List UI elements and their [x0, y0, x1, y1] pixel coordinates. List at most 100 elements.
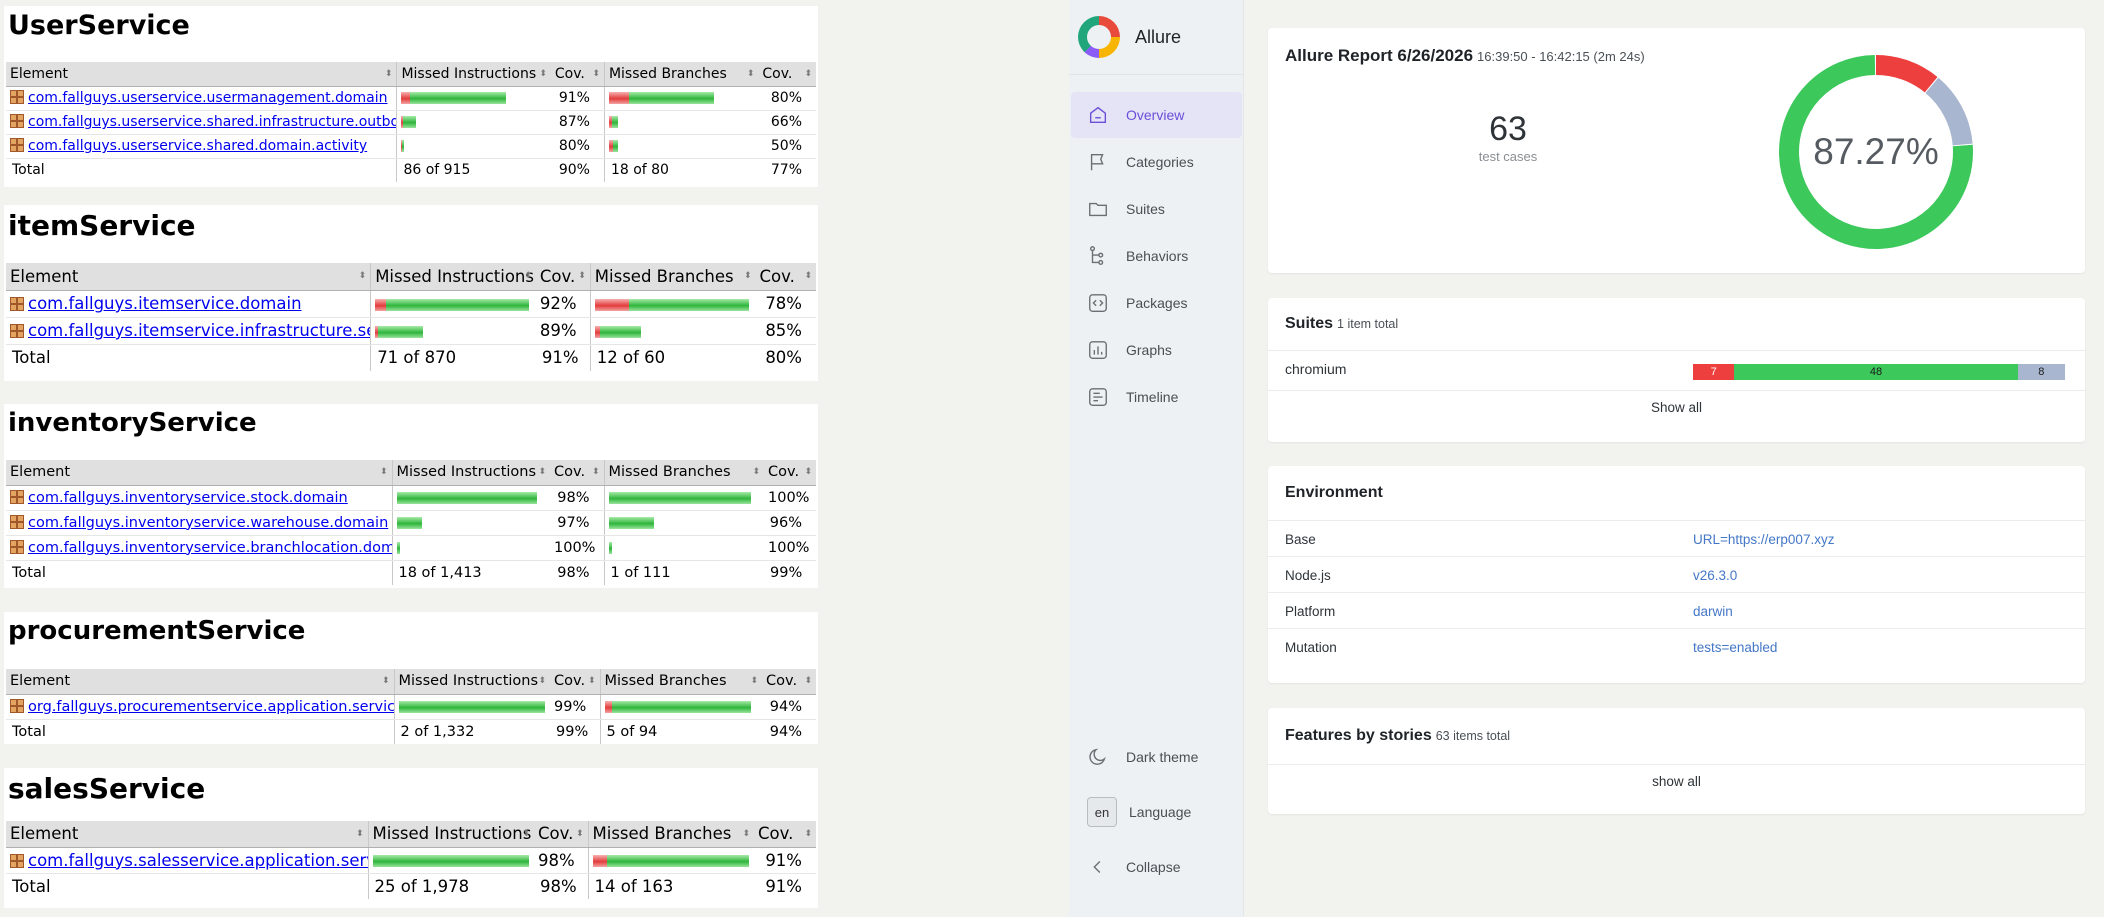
sort-icon: ⬍: [384, 68, 393, 79]
features-show-all[interactable]: show all: [1652, 774, 1701, 789]
sidebar-item-suites[interactable]: Suites: [1071, 186, 1242, 232]
col-header-instr-cov[interactable]: Cov. ⬍: [550, 62, 605, 87]
service-section-itemservice: itemService Element ⬍ Missed Instructions…: [4, 205, 818, 381]
donut-segment-skipped[interactable]: [1925, 77, 1973, 146]
package-link[interactable]: com.fallguys.userservice.usermanagement.…: [28, 90, 388, 106]
table-row: com.fallguys.userservice.usermanagement.…: [6, 86, 816, 111]
package-link[interactable]: com.fallguys.userservice.shared.domain.a…: [28, 138, 368, 154]
total-label: Total: [6, 157, 397, 182]
sidebar-item-label: Packages: [1126, 295, 1188, 311]
language-selector[interactable]: en Language: [1071, 785, 1243, 839]
total-label: Total: [6, 559, 392, 585]
coverage-bar: [398, 700, 545, 713]
suite-name[interactable]: chromium: [1285, 361, 1347, 377]
dark-theme-toggle[interactable]: Dark theme: [1071, 730, 1243, 784]
sidebar-item-behaviors[interactable]: Behaviors: [1071, 233, 1242, 279]
sort-icon: ⬍: [575, 828, 584, 839]
package-link[interactable]: com.fallguys.inventoryservice.branchloca…: [28, 539, 392, 556]
col-header-missed-branches[interactable]: Missed Branches ⬍: [589, 263, 756, 291]
col-header-instr-cov[interactable]: Cov. ⬍: [535, 263, 591, 291]
col-header-element[interactable]: Element ⬍: [6, 263, 371, 291]
coverage-bar: [592, 855, 749, 867]
sidebar-item-graphs[interactable]: Graphs: [1071, 327, 1242, 373]
package-icon: [10, 297, 24, 311]
env-key: Platform: [1285, 604, 1336, 619]
col-header-missed-branches[interactable]: Missed Branches ⬍: [587, 821, 754, 848]
package-link[interactable]: com.fallguys.inventoryservice.warehouse.…: [28, 514, 389, 531]
col-header-instr-cov[interactable]: Cov. ⬍: [550, 669, 600, 695]
total-branches: 5 of 94: [599, 718, 762, 744]
branches-bar-cell: [603, 485, 764, 511]
sort-icon: ⬍: [804, 676, 812, 687]
instructions-bar-cell: [393, 694, 550, 720]
package-link[interactable]: com.fallguys.inventoryservice.stock.doma…: [28, 489, 348, 506]
col-header-missed-branches[interactable]: Missed Branches ⬍: [603, 460, 764, 486]
package-link[interactable]: com.fallguys.salesservice.application.se…: [28, 850, 368, 870]
coverage-bar: [608, 116, 618, 128]
total-branches: 1 of 111: [603, 559, 764, 585]
col-header-missed-instructions[interactable]: Missed Instructions ⬍: [396, 62, 551, 87]
sidebar-item-categories[interactable]: Categories: [1071, 139, 1242, 185]
env-key: Node.js: [1285, 568, 1331, 583]
total-label: Total: [6, 718, 394, 744]
coverage-bar: [608, 92, 714, 104]
package-icon: [10, 90, 24, 104]
branches-bar-cell: [589, 290, 756, 318]
suite-status-bar[interactable]: 7 48 8: [1693, 364, 2065, 380]
col-header-element[interactable]: Element ⬍: [6, 460, 392, 486]
element-cell: com.fallguys.inventoryservice.warehouse.…: [6, 510, 392, 536]
allure-logo-icon: [1078, 16, 1120, 58]
col-header-branch-cov[interactable]: Cov. ⬍: [758, 62, 816, 87]
element-cell: com.fallguys.inventoryservice.branchloca…: [6, 535, 392, 561]
env-key: Base: [1285, 532, 1316, 547]
col-header-missed-instructions[interactable]: Missed Instructions ⬍: [370, 263, 536, 291]
sort-icon: ⬍: [743, 271, 752, 282]
col-header-element[interactable]: Element ⬍: [6, 821, 368, 848]
col-header-instr-cov[interactable]: Cov. ⬍: [550, 460, 604, 486]
element-cell: com.fallguys.userservice.usermanagement.…: [6, 86, 397, 111]
col-header-missed-branches[interactable]: Missed Branches ⬍: [599, 669, 762, 695]
col-header-element[interactable]: Element ⬍: [6, 62, 397, 87]
total-branches: 18 of 80: [603, 157, 759, 182]
package-link[interactable]: com.fallguys.itemservice.infrastructure.…: [28, 321, 371, 340]
covered-segment: [611, 700, 751, 713]
sidebar-item-overview[interactable]: Overview: [1071, 92, 1242, 138]
col-header-missed-instructions[interactable]: Missed Instructions ⬍: [393, 669, 550, 695]
branches-bar-cell: [603, 134, 759, 159]
donut-segment-failed[interactable]: [1875, 55, 1938, 93]
status-donut-chart[interactable]: 87.27%: [1776, 52, 1976, 252]
package-link[interactable]: com.fallguys.itemservice.domain: [28, 294, 302, 313]
col-header-branch-cov[interactable]: Cov. ⬍: [764, 460, 816, 486]
col-header-missed-instructions[interactable]: Missed Instructions ⬍: [391, 460, 550, 486]
col-header-element[interactable]: Element ⬍: [6, 669, 394, 695]
element-cell: com.fallguys.userservice.shared.infrastr…: [6, 110, 397, 135]
coverage-bar: [372, 855, 529, 867]
collapse-button[interactable]: Collapse: [1071, 840, 1243, 894]
sidebar-item-timeline[interactable]: Timeline: [1071, 374, 1242, 420]
branches-coverage: 94%: [762, 694, 816, 720]
table-row: com.fallguys.inventoryservice.warehouse.…: [6, 510, 816, 536]
donut-segment-passed[interactable]: [1779, 55, 1973, 249]
col-header-branch-cov[interactable]: Cov. ⬍: [754, 821, 816, 848]
col-header-branch-cov[interactable]: Cov. ⬍: [762, 669, 816, 695]
covered-segment: [608, 491, 751, 504]
branches-bar-cell: [589, 317, 756, 345]
total-instructions: 71 of 870: [370, 343, 536, 371]
sidebar-item-packages[interactable]: Packages: [1071, 280, 1242, 326]
brand[interactable]: Allure: [1069, 0, 1243, 75]
home-icon: [1087, 104, 1109, 126]
col-header-missed-instructions[interactable]: Missed Instructions ⬍: [367, 821, 534, 848]
total-branches: 14 of 163: [587, 872, 754, 899]
total-label: Total: [6, 872, 368, 899]
suites-show-all[interactable]: Show all: [1650, 400, 1703, 415]
col-header-missed-branches[interactable]: Missed Branches ⬍: [603, 62, 759, 87]
package-link[interactable]: com.fallguys.userservice.shared.infrastr…: [28, 114, 397, 130]
coverage-bar: [401, 116, 417, 128]
package-link[interactable]: org.fallguys.procurementservice.applicat…: [28, 698, 394, 715]
col-header-instr-cov[interactable]: Cov. ⬍: [534, 821, 588, 848]
sidebar-nav: Overview Categories Suites Behaviors Pac…: [1069, 92, 1243, 420]
col-header-branch-cov[interactable]: Cov. ⬍: [755, 263, 816, 291]
total-instructions-coverage: 98%: [534, 872, 588, 899]
missed-segment: [594, 298, 629, 311]
instructions-coverage: 98%: [550, 485, 604, 511]
